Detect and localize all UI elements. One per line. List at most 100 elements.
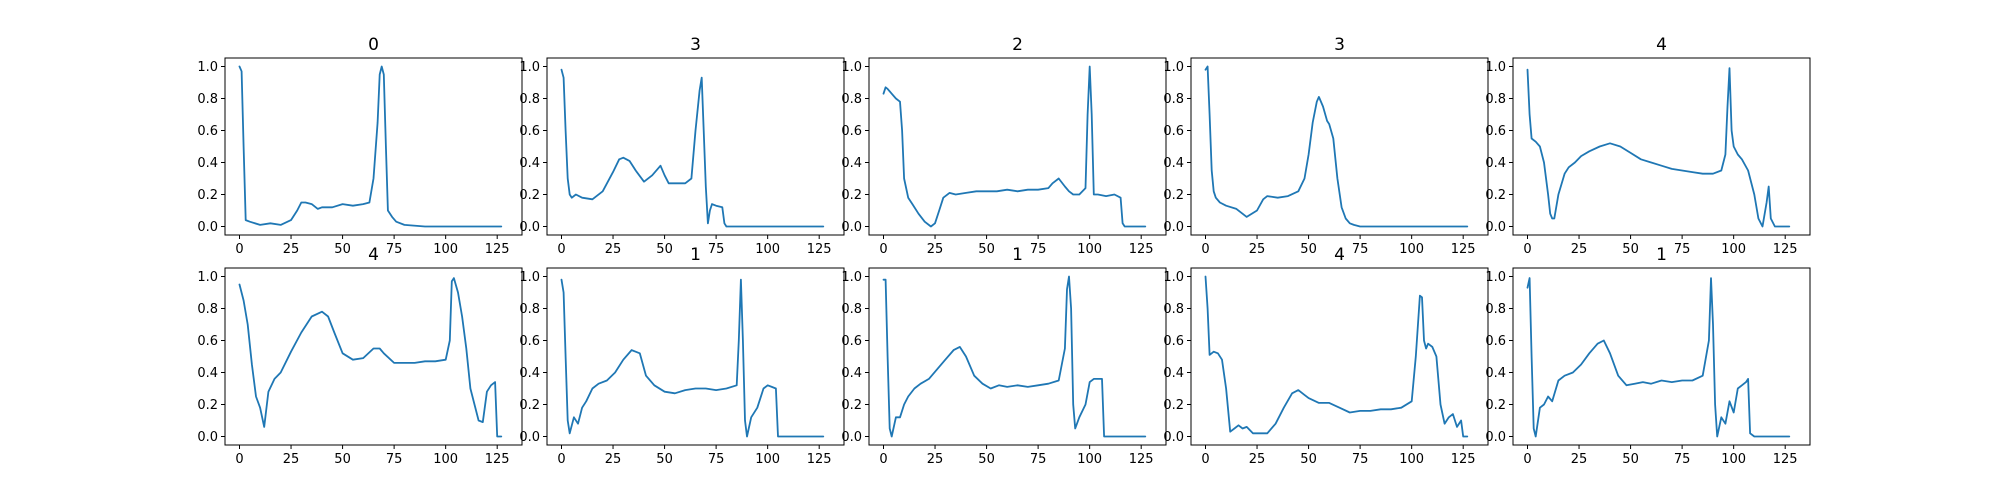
y-tick-label: 0.8 <box>1485 92 1506 107</box>
x-tick-label: 25 <box>1571 452 1588 467</box>
x-tick-label: 100 <box>1399 452 1424 467</box>
y-tick-label: 0.2 <box>519 188 540 203</box>
x-tick-label: 125 <box>807 242 832 257</box>
x-tick-label: 75 <box>386 242 403 257</box>
x-tick-label: 25 <box>927 452 944 467</box>
y-tick-label: 0.8 <box>197 302 218 317</box>
x-tick-label: 50 <box>978 452 995 467</box>
x-tick-label: 0 <box>1523 242 1531 257</box>
y-tick-label: 0.2 <box>1485 188 1506 203</box>
series-line <box>1526 277 1791 438</box>
x-tick-label: 50 <box>334 242 351 257</box>
series-line <box>1204 65 1469 228</box>
x-tick-label: 125 <box>1129 452 1154 467</box>
plot-frame <box>1190 267 1489 446</box>
y-tick-label: 0.6 <box>841 334 862 349</box>
y-tick-label: 1.0 <box>197 60 218 75</box>
subplot-0: 0 0 25 50 75 100 125 0.0 0.2 0.4 0.6 0.8 1.0 <box>197 35 523 257</box>
subplot-title: 3 <box>1334 35 1345 55</box>
y-tick-label: 0.4 <box>197 156 218 171</box>
x-tick-label: 75 <box>1352 242 1369 257</box>
x-tick-label: 25 <box>1249 242 1266 257</box>
subplot-5: 4 0 25 50 75 100 125 0.0 0.2 0.4 0.6 0.8 1.0 <box>197 245 523 467</box>
y-tick-label: 0.8 <box>1163 302 1184 317</box>
plot-frame <box>868 267 1167 446</box>
y-tick-label: 0.2 <box>197 188 218 203</box>
y-tick-label: 0.2 <box>1163 188 1184 203</box>
x-tick-label: 75 <box>386 452 403 467</box>
x-tick-label: 50 <box>656 452 673 467</box>
y-tick-label: 1.0 <box>841 60 862 75</box>
y-tick-label: 0.4 <box>1485 156 1506 171</box>
series-line <box>882 65 1147 228</box>
x-tick-label: 75 <box>1674 452 1691 467</box>
y-tick-label: 0.0 <box>841 430 862 445</box>
subplot-4: 4 0 25 50 75 100 125 0.0 0.2 0.4 0.6 0.8 1.0 <box>1485 35 1811 257</box>
y-tick-label: 0.4 <box>1485 366 1506 381</box>
subplot-1: 3 0 25 50 75 100 125 0.0 0.2 0.4 0.6 0.8 1.0 <box>519 35 845 257</box>
subplot-8: 4 0 25 50 75 100 125 0.0 0.2 0.4 0.6 0.8 1.0 <box>1163 245 1489 467</box>
y-tick-label: 0.0 <box>519 430 540 445</box>
x-tick-label: 0 <box>1201 242 1209 257</box>
x-tick-label: 25 <box>1249 452 1266 467</box>
x-tick-label: 100 <box>1077 452 1102 467</box>
x-tick-label: 50 <box>1300 242 1317 257</box>
x-tick-label: 100 <box>1399 242 1424 257</box>
y-tick-label: 0.8 <box>841 302 862 317</box>
y-tick-label: 0.0 <box>197 430 218 445</box>
y-tick-label: 0.6 <box>519 124 540 139</box>
x-tick-label: 0 <box>1523 452 1531 467</box>
y-tick-label: 1.0 <box>1485 270 1506 285</box>
x-tick-label: 0 <box>879 242 887 257</box>
x-tick-label: 125 <box>1451 242 1476 257</box>
subplot-title: 3 <box>690 35 701 55</box>
plot-frame <box>1190 57 1489 236</box>
series-line <box>238 65 503 228</box>
x-tick-label: 100 <box>755 242 780 257</box>
x-tick-label: 50 <box>656 242 673 257</box>
y-tick-label: 0.8 <box>1485 302 1506 317</box>
y-tick-label: 0.6 <box>1485 334 1506 349</box>
x-tick-label: 75 <box>1030 452 1047 467</box>
x-tick-label: 50 <box>1622 242 1639 257</box>
y-tick-label: 0.8 <box>197 92 218 107</box>
y-tick-label: 0.4 <box>519 156 540 171</box>
x-tick-label: 50 <box>978 242 995 257</box>
y-tick-label: 0.4 <box>1163 156 1184 171</box>
x-tick-label: 25 <box>1571 242 1588 257</box>
y-tick-label: 0.6 <box>1163 124 1184 139</box>
x-tick-label: 125 <box>1451 452 1476 467</box>
x-tick-label: 0 <box>1201 452 1209 467</box>
y-tick-label: 0.0 <box>1485 220 1506 235</box>
x-tick-label: 0 <box>235 242 243 257</box>
x-tick-label: 125 <box>807 452 832 467</box>
y-tick-label: 0.6 <box>841 124 862 139</box>
y-tick-label: 0.0 <box>1163 430 1184 445</box>
x-tick-label: 50 <box>1300 452 1317 467</box>
y-tick-label: 0.4 <box>519 366 540 381</box>
x-tick-label: 100 <box>433 242 458 257</box>
y-tick-label: 0.8 <box>841 92 862 107</box>
y-tick-label: 0.8 <box>1163 92 1184 107</box>
plot-frame <box>1512 267 1811 446</box>
y-tick-label: 0.8 <box>519 92 540 107</box>
series-line <box>1204 275 1469 438</box>
subplot-title: 1 <box>1656 245 1667 265</box>
x-tick-label: 75 <box>708 452 725 467</box>
y-tick-label: 0.6 <box>197 334 218 349</box>
x-tick-label: 125 <box>1773 452 1798 467</box>
plot-frame <box>868 57 1167 236</box>
subplot-7: 1 0 25 50 75 100 125 0.0 0.2 0.4 0.6 0.8 1.0 <box>841 245 1167 467</box>
x-tick-label: 75 <box>708 242 725 257</box>
y-tick-label: 1.0 <box>519 270 540 285</box>
x-tick-label: 25 <box>927 242 944 257</box>
subplot-6: 1 0 25 50 75 100 125 0.0 0.2 0.4 0.6 0.8 1.0 <box>519 245 845 467</box>
x-tick-label: 0 <box>557 452 565 467</box>
y-tick-label: 0.4 <box>841 366 862 381</box>
y-tick-label: 0.2 <box>1163 398 1184 413</box>
y-tick-label: 0.2 <box>1485 398 1506 413</box>
x-tick-label: 25 <box>283 452 300 467</box>
x-tick-label: 100 <box>433 452 458 467</box>
subplot-title: 4 <box>368 245 379 265</box>
subplot-title: 4 <box>1334 245 1345 265</box>
